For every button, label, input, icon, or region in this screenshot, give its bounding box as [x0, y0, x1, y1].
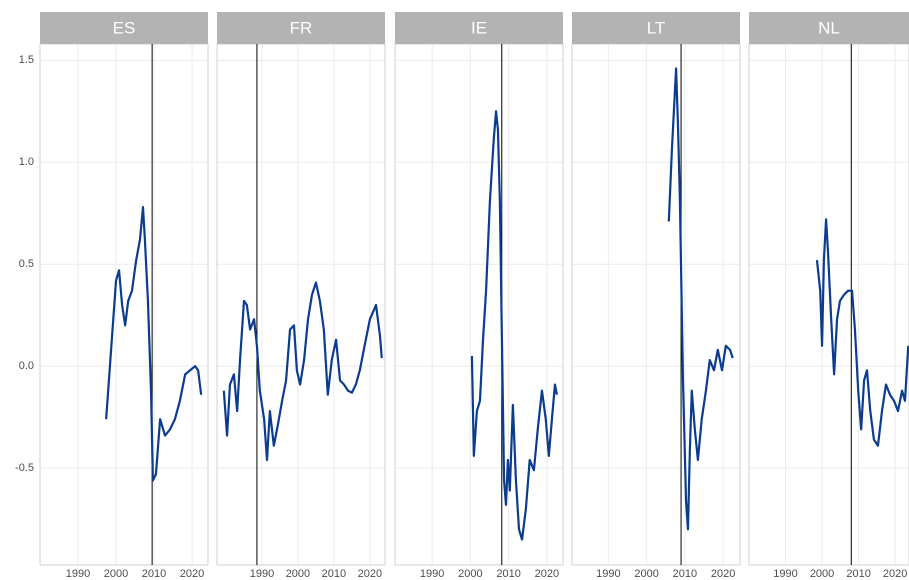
x-tick-label: 2000 — [458, 568, 482, 580]
line — [667, 67, 734, 531]
line — [105, 206, 203, 482]
x-tick-label: 2020 — [535, 568, 559, 580]
x-tick-label: 2020 — [358, 568, 382, 580]
x-tick-label: 2020 — [883, 568, 907, 580]
strip — [395, 12, 563, 44]
x-tick-label: 1990 — [773, 568, 797, 580]
x-tick-label: 2000 — [286, 568, 310, 580]
x-tick-label: 2020 — [711, 568, 735, 580]
x-tick-label: 1990 — [596, 568, 620, 580]
x-tick-label: 2010 — [322, 568, 346, 580]
strip — [572, 12, 740, 44]
strip — [217, 12, 385, 44]
strip — [749, 12, 909, 44]
x-tick-label: 2000 — [634, 568, 658, 580]
x-tick-label: 2010 — [496, 568, 520, 580]
panel-border — [394, 43, 564, 566]
panel-border — [571, 43, 741, 566]
y-tick-label: 1.0 — [19, 156, 34, 168]
strip — [40, 12, 208, 44]
x-tick-label: 2010 — [673, 568, 697, 580]
x-tick-label: 2010 — [142, 568, 166, 580]
panel-border — [39, 43, 209, 566]
panel-border — [748, 43, 909, 566]
strip-label: LT — [647, 18, 666, 37]
x-tick-label: 2020 — [180, 568, 204, 580]
y-tick-label: 0.0 — [19, 360, 34, 372]
x-tick-label: 1990 — [66, 568, 90, 580]
x-tick-label: 1990 — [420, 568, 444, 580]
x-tick-label: 2000 — [104, 568, 128, 580]
x-tick-label: 2010 — [846, 568, 870, 580]
line — [470, 110, 558, 541]
strip-label: IE — [471, 18, 487, 37]
y-tick-label: 1.5 — [19, 54, 34, 66]
strip-label: ES — [113, 18, 136, 37]
x-tick-label: 2000 — [810, 568, 834, 580]
line — [815, 218, 909, 447]
y-tick-label: 0.5 — [19, 258, 34, 270]
panel-border — [216, 43, 386, 566]
strip-label: FR — [290, 18, 313, 37]
line — [222, 281, 383, 462]
x-tick-label: 1990 — [250, 568, 274, 580]
strip-label: NL — [818, 18, 840, 37]
y-tick-label: -0.5 — [15, 462, 34, 474]
